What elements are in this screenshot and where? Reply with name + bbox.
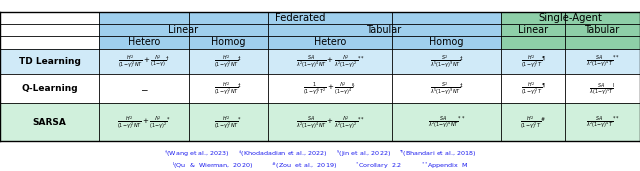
Bar	[565, 36, 640, 49]
Text: $\frac{H^2}{(1{-}\gamma)^2NT}+\frac{\Lambda^2}{(1{-}\gamma)^2}$$^{*}$: $\frac{H^2}{(1{-}\gamma)^2NT}+\frac{\Lam…	[117, 114, 171, 131]
Text: $\frac{H^2}{(1{-}\gamma)^2T}$$^{\P}$: $\frac{H^2}{(1{-}\gamma)^2T}$$^{\P}$	[521, 81, 545, 97]
Text: $\frac{SA}{\lambda^2(1{-}\gamma)^4NT}$$^{**}$: $\frac{SA}{\lambda^2(1{-}\gamma)^4NT}$$^…	[428, 114, 465, 130]
Text: $^{\dagger}$(Wang et al., 2023)     $^{\ddagger}$(Khodadadian et al., 2022)     : $^{\dagger}$(Wang et al., 2023) $^{\ddag…	[164, 149, 476, 159]
Text: Homog: Homog	[429, 37, 464, 47]
Bar	[501, 12, 640, 24]
Bar	[392, 36, 501, 49]
Text: Linear: Linear	[168, 25, 198, 35]
Text: $-$: $-$	[140, 84, 148, 93]
Text: $\frac{H^2}{(1{-}\gamma)^2T}$$^{\#}$: $\frac{H^2}{(1{-}\gamma)^2T}$$^{\#}$	[520, 114, 546, 131]
Text: Tabular: Tabular	[585, 25, 620, 35]
Text: Federated: Federated	[275, 13, 325, 23]
Text: SARSA: SARSA	[33, 118, 67, 127]
Text: $^{\mathsf{l}}$(Qu  &  Wierman,  2020)          $^{\#}$(Zou  et al.,  2019)     : $^{\mathsf{l}}$(Qu & Wierman, 2020) $^{\…	[172, 161, 468, 171]
Text: Q-Learning: Q-Learning	[21, 84, 78, 93]
Bar	[0, 49, 99, 74]
Bar	[99, 24, 268, 36]
Bar	[268, 36, 392, 49]
Text: Homog: Homog	[211, 37, 245, 47]
Text: $\frac{SA}{\lambda^2(1{-}\gamma)^4T}$$^{**}$: $\frac{SA}{\lambda^2(1{-}\gamma)^4T}$$^{…	[586, 54, 620, 69]
Text: $\frac{H^2}{(1{-}\gamma)^2NT}$$^{\ddagger}$: $\frac{H^2}{(1{-}\gamma)^2NT}$$^{\ddagge…	[214, 81, 243, 97]
Text: $\frac{H^2}{(1{-}\gamma)^2T}$$^{\P}$: $\frac{H^2}{(1{-}\gamma)^2T}$$^{\P}$	[521, 53, 545, 70]
Bar	[99, 49, 501, 74]
Bar	[501, 24, 565, 36]
Bar	[99, 36, 189, 49]
Bar	[189, 36, 268, 49]
Text: $\frac{SA}{\lambda^2(1{-}\gamma)^4T}$$^{**}$: $\frac{SA}{\lambda^2(1{-}\gamma)^4T}$$^{…	[586, 114, 620, 130]
Text: TD Learning: TD Learning	[19, 57, 81, 66]
Text: Tabular: Tabular	[367, 25, 402, 35]
Text: $\frac{H^2}{(1{-}\gamma)^2NT}$$^{*}$: $\frac{H^2}{(1{-}\gamma)^2NT}$$^{*}$	[214, 114, 243, 131]
Text: $\frac{SA}{\lambda^2(1{-}\gamma)^4NT}+\frac{\Lambda^2}{\lambda^2(1{-}\gamma)^2}$: $\frac{SA}{\lambda^2(1{-}\gamma)^4NT}+\f…	[296, 53, 364, 70]
Bar	[99, 12, 501, 24]
Bar	[99, 103, 501, 141]
Bar	[565, 24, 640, 36]
Text: $\frac{H^2}{(1{-}\gamma)^2NT}+\frac{\Lambda^2}{(1{-}\gamma)}$$^{\dagger}$: $\frac{H^2}{(1{-}\gamma)^2NT}+\frac{\Lam…	[118, 53, 170, 70]
Text: Single-Agent: Single-Agent	[539, 13, 602, 23]
Text: Linear: Linear	[518, 25, 548, 35]
Text: $\frac{H^2}{(1{-}\gamma)^2NT}$$^{\ddagger}$: $\frac{H^2}{(1{-}\gamma)^2NT}$$^{\ddagge…	[214, 53, 243, 70]
Text: $\frac{1}{(1{-}\gamma)^6T^2}+\frac{\Lambda^2}{(1{-}\gamma)^4}$$^{\S}$: $\frac{1}{(1{-}\gamma)^6T^2}+\frac{\Lamb…	[303, 81, 356, 97]
Bar	[0, 103, 99, 141]
Text: $\frac{SA}{\lambda(1{-}\gamma)^5T}$$^{\mathsf{l}}$: $\frac{SA}{\lambda(1{-}\gamma)^5T}$$^{\m…	[589, 81, 616, 97]
Bar	[268, 24, 501, 36]
Bar	[0, 74, 99, 103]
Text: Hetero: Hetero	[314, 37, 346, 47]
Text: $\frac{S^2}{\lambda^5(1{-}\gamma)^9NT}$$^{\ddagger}$: $\frac{S^2}{\lambda^5(1{-}\gamma)^9NT}$$…	[429, 81, 464, 97]
Text: $\frac{S^2}{\lambda^5(1{-}\gamma)^9NT}$$^{\ddagger}$: $\frac{S^2}{\lambda^5(1{-}\gamma)^9NT}$$…	[429, 53, 464, 70]
Bar	[501, 103, 640, 141]
Text: $\frac{SA}{\lambda^2(1{-}\gamma)^4NT}+\frac{\Lambda^2}{\lambda^2(1{-}\gamma)^2}$: $\frac{SA}{\lambda^2(1{-}\gamma)^4NT}+\f…	[296, 114, 364, 131]
Bar	[99, 74, 501, 103]
Text: Hetero: Hetero	[128, 37, 160, 47]
Bar	[501, 36, 565, 49]
Bar	[501, 74, 640, 103]
Bar	[501, 49, 640, 74]
